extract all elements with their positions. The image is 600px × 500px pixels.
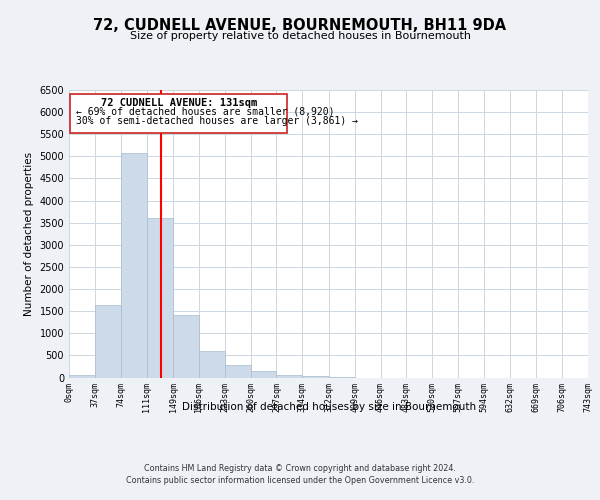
Bar: [146, 218, 173, 378]
Bar: [225, 364, 251, 378]
Text: Contains HM Land Registry data © Crown copyright and database right 2024.: Contains HM Land Registry data © Crown c…: [144, 464, 456, 473]
Bar: [69, 376, 95, 378]
Bar: [95, 304, 121, 378]
Text: Distribution of detached houses by size in Bournemouth: Distribution of detached houses by size …: [182, 402, 476, 412]
Bar: [277, 375, 302, 378]
Text: Contains public sector information licensed under the Open Government Licence v3: Contains public sector information licen…: [126, 476, 474, 485]
Text: 72, CUDNELL AVENUE, BOURNEMOUTH, BH11 9DA: 72, CUDNELL AVENUE, BOURNEMOUTH, BH11 9D…: [94, 18, 506, 32]
Bar: [121, 153, 146, 378]
Bar: [302, 376, 329, 378]
Y-axis label: Number of detached properties: Number of detached properties: [24, 152, 34, 316]
Bar: [199, 351, 225, 378]
Text: 30% of semi-detached houses are larger (3,861) →: 30% of semi-detached houses are larger (…: [76, 116, 358, 126]
FancyBboxPatch shape: [70, 94, 287, 133]
Bar: [251, 371, 277, 378]
Text: ← 69% of detached houses are smaller (8,920): ← 69% of detached houses are smaller (8,…: [76, 107, 334, 117]
Bar: [173, 314, 199, 378]
Text: Size of property relative to detached houses in Bournemouth: Size of property relative to detached ho…: [130, 31, 470, 41]
Bar: [329, 377, 355, 378]
Text: 72 CUDNELL AVENUE: 131sqm: 72 CUDNELL AVENUE: 131sqm: [101, 98, 257, 108]
